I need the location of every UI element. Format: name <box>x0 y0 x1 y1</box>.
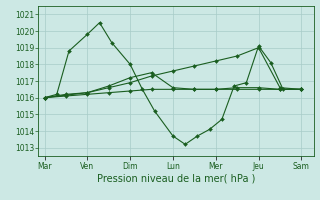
X-axis label: Pression niveau de la mer( hPa ): Pression niveau de la mer( hPa ) <box>97 173 255 183</box>
